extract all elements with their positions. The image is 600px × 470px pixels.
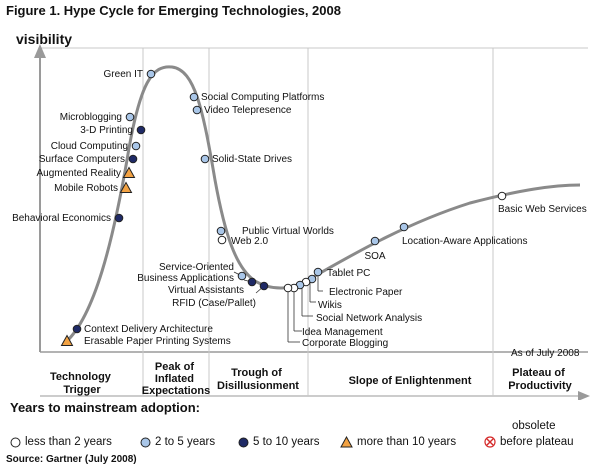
label-electronic-paper: Electronic Paper bbox=[329, 287, 403, 298]
as-of-date: As of July 2008 bbox=[511, 348, 580, 359]
label-cloud-computing: Cloud Computing bbox=[51, 141, 128, 152]
label-mobile-robots: Mobile Robots bbox=[54, 183, 118, 194]
label-augmented-reality: Augmented Reality bbox=[37, 168, 122, 179]
legend-label: before plateau bbox=[500, 436, 574, 448]
label-basic-web-services: Basic Web Services bbox=[498, 204, 587, 215]
marker-triangle-mobile-robots bbox=[119, 181, 133, 193]
legend-label: 5 to 10 years bbox=[253, 436, 320, 448]
marker-3-d-printing bbox=[136, 125, 146, 135]
marker-tablet-pc bbox=[313, 267, 323, 277]
marker-surface-computers bbox=[128, 154, 138, 164]
obsolete-x-circle-icon bbox=[484, 436, 496, 448]
legend-label: 2 to 5 years bbox=[155, 436, 216, 448]
marker-location-aware-applications bbox=[399, 222, 409, 232]
orange-triangle-icon bbox=[340, 436, 353, 448]
marker-solid-state-drives bbox=[200, 154, 210, 164]
legend-item-obsolete: before plateau bbox=[484, 436, 574, 448]
label-public-virtual-worlds: Public Virtual Worlds bbox=[242, 226, 334, 237]
legend-obsolete-label: obsolete bbox=[512, 420, 556, 432]
marker-service-oriented-business-applications bbox=[237, 271, 247, 281]
phase-label-technology-trigger: Technology Trigger bbox=[50, 371, 114, 396]
label-erasable-paper-printing-systems: Erasable Paper Printing Systems bbox=[84, 336, 231, 347]
x-axis-arrow-icon bbox=[578, 391, 590, 400]
label-social-network-analysis: Social Network Analysis bbox=[316, 313, 422, 324]
light-blue-circle-icon bbox=[140, 437, 151, 447]
label-soa: SOA bbox=[364, 251, 385, 262]
y-axis-label: visibility bbox=[16, 31, 72, 47]
legend: Years to mainstream adoption: obsolete l… bbox=[0, 398, 600, 454]
marker-social-computing-platforms bbox=[189, 92, 199, 102]
label-tablet-pc: Tablet PC bbox=[327, 268, 370, 279]
marker-virtual-assistants bbox=[247, 277, 257, 287]
label-location-aware-applications: Location-Aware Applications bbox=[402, 236, 527, 247]
label-service-oriented-business-applications: Service-Oriented Business Applications bbox=[137, 262, 234, 284]
label-social-computing-platforms: Social Computing Platforms bbox=[201, 92, 324, 103]
marker-web-2-0 bbox=[217, 235, 227, 245]
white-circle-icon bbox=[10, 437, 21, 447]
label-corporate-blogging: Corporate Blogging bbox=[302, 338, 388, 349]
phase-label-trough: Trough of Disillusionment bbox=[217, 367, 299, 392]
legend-item-2-to-5-years: 2 to 5 years bbox=[140, 436, 215, 448]
label-idea-management: Idea Management bbox=[302, 327, 383, 338]
hype-cycle-diagram: visibility time As of July 2008 Technolo… bbox=[12, 31, 590, 400]
marker-soa bbox=[370, 236, 380, 246]
label-video-telepresence: Video Telepresence bbox=[204, 105, 292, 116]
label-context-delivery-architecture: Context Delivery Architecture bbox=[84, 324, 213, 335]
source-note: Source: Gartner (July 2008) bbox=[6, 454, 137, 465]
marker-corporate-blogging bbox=[283, 283, 293, 293]
navy-circle-icon bbox=[238, 437, 249, 447]
label-green-it: Green IT bbox=[104, 69, 143, 80]
label-surface-computers: Surface Computers bbox=[39, 154, 125, 165]
marker-microblogging bbox=[125, 112, 135, 122]
legend-item-less-than-2-years: less than 2 years bbox=[10, 436, 112, 448]
label-web-2-0: Web 2.0 bbox=[231, 236, 268, 247]
marker-triangle-erasable-paper-printing-systems bbox=[60, 334, 74, 346]
label-microblogging: Microblogging bbox=[60, 112, 122, 123]
label-solid-state-drives: Solid-State Drives bbox=[212, 154, 292, 165]
marker-rfid-case-pallet bbox=[259, 281, 269, 291]
label-virtual-assistants: Virtual Assistants bbox=[168, 285, 244, 296]
label-behavioral-economics: Behavioral Economics bbox=[12, 213, 111, 224]
phase-label-plateau: Plateau of Productivity bbox=[508, 367, 572, 392]
marker-context-delivery-architecture bbox=[72, 324, 82, 334]
y-axis-arrow-icon bbox=[34, 44, 46, 58]
marker-basic-web-services bbox=[497, 191, 507, 201]
marker-video-telepresence bbox=[192, 105, 202, 115]
label-rfid-case-pallet: RFID (Case/Pallet) bbox=[172, 298, 256, 309]
marker-green-it bbox=[146, 69, 156, 79]
label-wikis: Wikis bbox=[318, 300, 342, 311]
legend-label: more than 10 years bbox=[357, 436, 457, 448]
marker-triangle-augmented-reality bbox=[122, 166, 136, 178]
marker-cloud-computing bbox=[131, 141, 141, 151]
technology-markers: Green IT Microblogging 3-D Printing Cloud C… bbox=[12, 69, 587, 349]
hype-curve bbox=[64, 65, 581, 344]
marker-public-virtual-worlds bbox=[216, 226, 226, 236]
phase-label-slope: Slope of Enlightenment bbox=[349, 375, 472, 387]
phase-label-peak: Peak of Inflated Expectations bbox=[142, 361, 210, 397]
figure-title: Figure 1. Hype Cycle for Emerging Techno… bbox=[6, 3, 341, 18]
legend-label: less than 2 years bbox=[25, 436, 112, 448]
legend-item-more-than-10-years: more than 10 years bbox=[340, 436, 456, 448]
label-3-d-printing: 3-D Printing bbox=[80, 125, 133, 136]
legend-item-5-to-10-years: 5 to 10 years bbox=[238, 436, 319, 448]
legend-title: Years to mainstream adoption: bbox=[10, 400, 200, 415]
marker-behavioral-economics bbox=[114, 213, 124, 223]
